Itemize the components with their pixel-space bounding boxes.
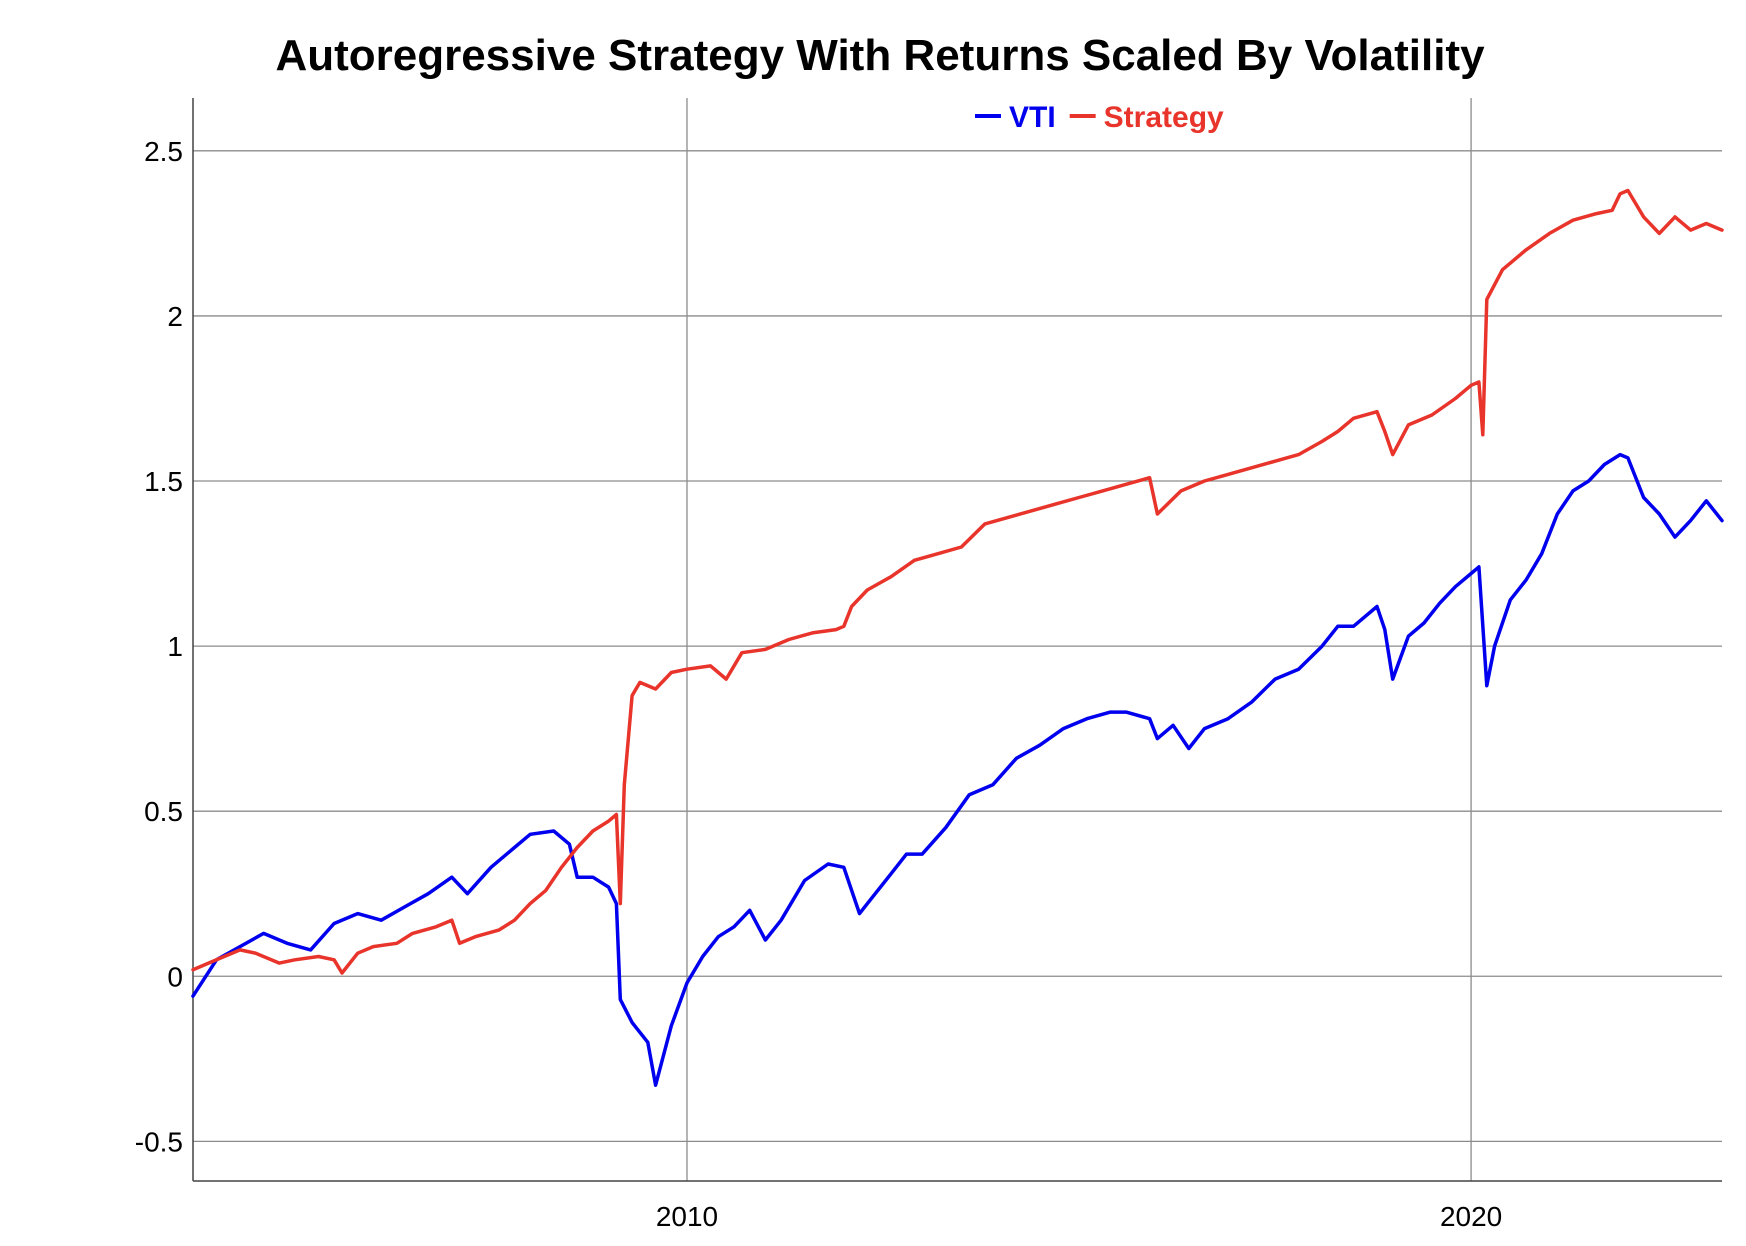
- legend-label: VTI: [1009, 101, 1056, 134]
- legend: VTI Strategy: [975, 101, 1224, 134]
- x-tick-label: 2010: [656, 1201, 718, 1232]
- series-line-strategy: [191, 188, 1724, 975]
- legend-label: Strategy: [1104, 101, 1224, 134]
- y-tick-label: 1.5: [144, 466, 183, 497]
- series-line-vti: [191, 452, 1724, 1087]
- axes: [192, 98, 1722, 1182]
- y-tick-label: 0.5: [144, 796, 183, 827]
- x-axis-ticks: 2010 2020: [656, 1201, 1502, 1232]
- y-tick-label: 2.5: [144, 136, 183, 167]
- y-axis-ticks: 2.5 2 1.5 1 0.5 0 -0.5: [135, 136, 183, 1158]
- y-tick-label: -0.5: [135, 1126, 183, 1157]
- y-tick-label: 0: [167, 961, 183, 992]
- x-tick-label: 2020: [1440, 1201, 1502, 1232]
- grid: [193, 98, 1722, 1181]
- y-tick-label: 2: [167, 301, 183, 332]
- y-tick-label: 1: [167, 631, 183, 662]
- series-lines: [191, 188, 1724, 1087]
- chart-title: Autoregressive Strategy With Returns Sca…: [275, 31, 1485, 80]
